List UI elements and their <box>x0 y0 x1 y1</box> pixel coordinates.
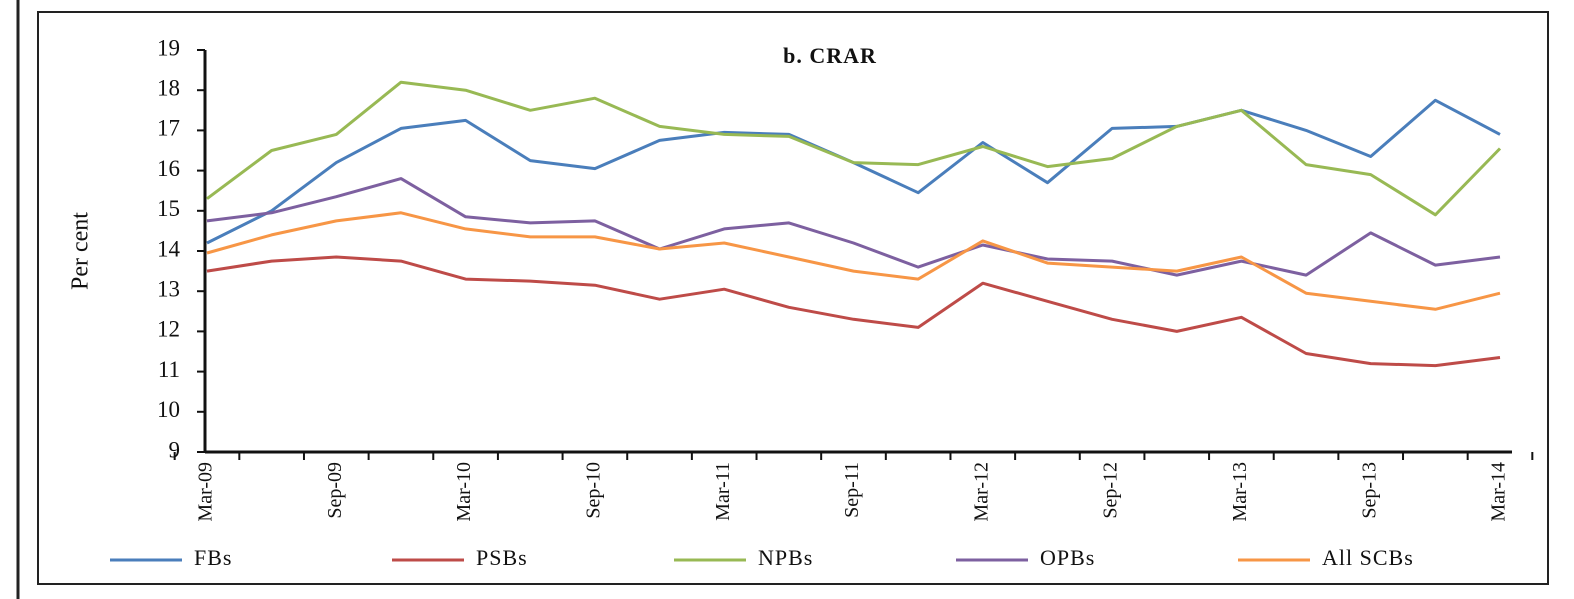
x-tick-label: Mar-12 <box>970 462 992 522</box>
x-tick-label: Mar-13 <box>1229 462 1251 522</box>
legend-label: FBs <box>194 545 232 570</box>
x-tick-label: Sep-11 <box>841 462 863 518</box>
y-tick-label: 16 <box>157 156 180 181</box>
x-tick-label: Sep-12 <box>1100 462 1122 519</box>
legend-label: All SCBs <box>1322 545 1414 570</box>
chart-frame <box>37 11 1549 585</box>
chart-title: b. CRAR <box>783 43 877 68</box>
y-tick-label: 18 <box>157 75 180 100</box>
x-tick-label: Mar-14 <box>1488 462 1510 522</box>
legend-label: PSBs <box>476 545 528 570</box>
legend-label: OPBs <box>1040 545 1095 570</box>
y-tick-label: 10 <box>157 397 180 422</box>
y-tick-label: 17 <box>157 116 180 141</box>
y-tick-label: 13 <box>157 276 180 301</box>
x-tick-label: Mar-11 <box>712 462 734 521</box>
series-line <box>206 80 1502 217</box>
series-line <box>206 211 1501 311</box>
x-tick-label: Sep-09 <box>324 462 346 519</box>
y-tick-label: 12 <box>157 317 180 342</box>
y-axis-label: Per cent <box>68 212 94 290</box>
y-tick-label: 9 <box>169 437 181 462</box>
x-tick-label: Sep-10 <box>582 462 604 519</box>
series-line <box>206 255 1501 368</box>
x-tick-label: Sep-13 <box>1358 462 1380 519</box>
x-tick-label: Mar-10 <box>453 462 475 522</box>
series-line <box>206 177 1501 277</box>
legend-label: NPBs <box>758 545 813 570</box>
y-tick-label: 15 <box>157 196 180 221</box>
x-tick-label: Mar-09 <box>195 462 217 522</box>
y-tick-label: 11 <box>158 357 180 382</box>
series-line <box>206 98 1501 245</box>
y-tick-label: 19 <box>157 35 180 60</box>
y-tick-label: 14 <box>157 236 181 261</box>
